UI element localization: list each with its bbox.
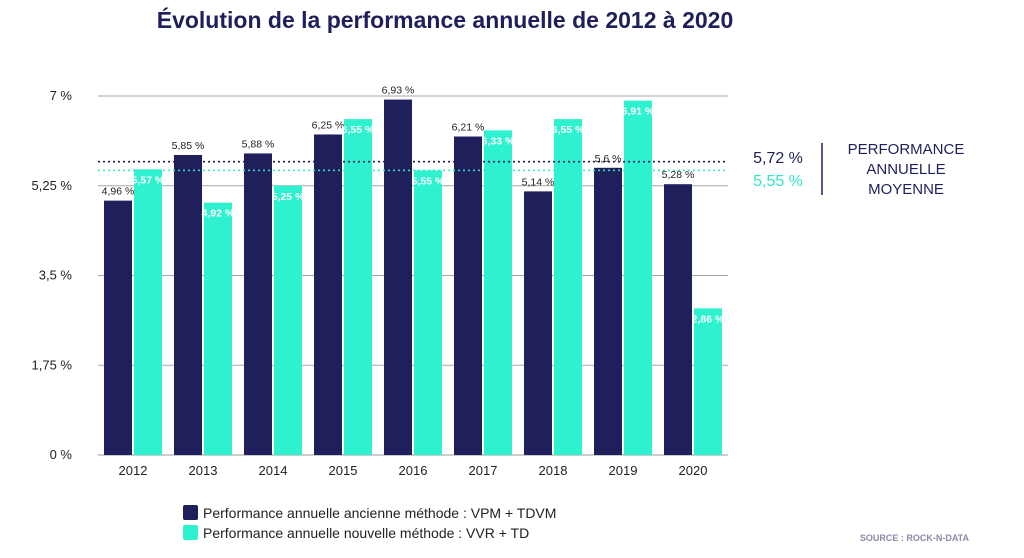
gridlines [98,95,728,456]
data-label-new-method: 6,55 % [342,124,375,136]
x-tick-label: 2015 [329,463,358,478]
bars [104,99,722,456]
y-tick-label: 1,75 % [32,357,73,372]
bar-new-method [204,202,232,455]
bar-old-method [524,191,552,456]
data-label-old-method: 5,6 % [595,153,622,165]
bar-old-method [664,184,692,455]
data-label-new-method: 6,91 % [622,106,655,118]
avg-value-new-method: 5,55 % [753,173,803,190]
data-label-new-method: 2,86 % [692,313,725,325]
bar-old-method [594,167,622,456]
y-tick-label: 5,25 % [32,178,73,193]
data-label-new-method: 6,55 % [552,124,585,136]
data-label-new-method: 5,55 % [412,175,445,187]
data-label-old-method: 5,28 % [662,169,695,181]
bar-old-method [454,136,482,455]
data-label-old-method: 6,21 % [452,122,485,134]
x-axis: 2012 2013 2014 2015 2016 2017 2018 2019 2020 [119,463,708,478]
y-axis: 0 % 1,75 % 3,5 % 5,25 % 7 % [32,88,73,462]
data-label-new-method: 6,33 % [482,135,515,147]
bar-old-method [244,153,272,455]
legend-swatch-old-method [183,505,198,520]
legend-label-old-method: Performance annuelle ancienne méthode : … [203,505,556,521]
data-label-old-method: 5,88 % [242,138,275,150]
bar-old-method [314,134,342,455]
legend-label-new-method: Performance annuelle nouvelle méthode : … [203,525,529,541]
chart-title: Évolution de la performance annuelle de … [157,6,734,33]
data-label-old-method: 6,93 % [382,85,415,97]
avg-value-old-method: 5,72 % [753,150,803,167]
data-label-old-method: 4,96 % [102,186,135,198]
avg-caption-line-1: PERFORMANCE [848,141,965,158]
data-label-new-method: 4,92 % [202,208,235,220]
bar-new-method [624,100,652,455]
bar-old-method [384,99,412,455]
data-label-old-method: 6,25 % [312,119,345,131]
bar-old-method [174,154,202,455]
x-tick-label: 2016 [399,463,428,478]
x-tick-label: 2018 [539,463,568,478]
y-tick-label: 7 % [50,88,73,103]
y-tick-label: 3,5 % [39,268,73,283]
bar-new-method [694,308,722,455]
data-label-new-method: 5,25 % [272,191,305,203]
avg-caption-line-2: ANNUELLE [866,161,945,178]
legend-swatch-new-method [183,525,198,540]
reference-lines [98,160,728,172]
bar-new-method [554,119,582,455]
bar-new-method [484,130,512,455]
bar-new-method [274,185,302,455]
bar-old-method [104,200,132,455]
bar-new-method [414,170,442,455]
data-labels: 4,96 %5,57 % 5,85 % 4,92 % 5,88 % 5,25 % 6,25… [102,85,725,326]
bar-new-method [344,119,372,455]
data-label-old-method: 5,14 % [522,176,555,188]
x-tick-label: 2017 [469,463,498,478]
x-tick-label: 2013 [189,463,218,478]
x-tick-label: 2019 [609,463,638,478]
x-tick-label: 2020 [679,463,708,478]
y-tick-label: 0 % [50,447,73,462]
avg-caption-line-3: MOYENNE [868,181,944,198]
bar-new-method [134,169,162,456]
x-tick-label: 2014 [259,463,288,478]
data-label-new-method: 5,57 % [132,174,165,186]
data-label-old-method: 5,85 % [172,140,205,152]
source-note: SOURCE : ROCK-N-DATA [860,533,970,543]
x-tick-label: 2012 [119,463,148,478]
